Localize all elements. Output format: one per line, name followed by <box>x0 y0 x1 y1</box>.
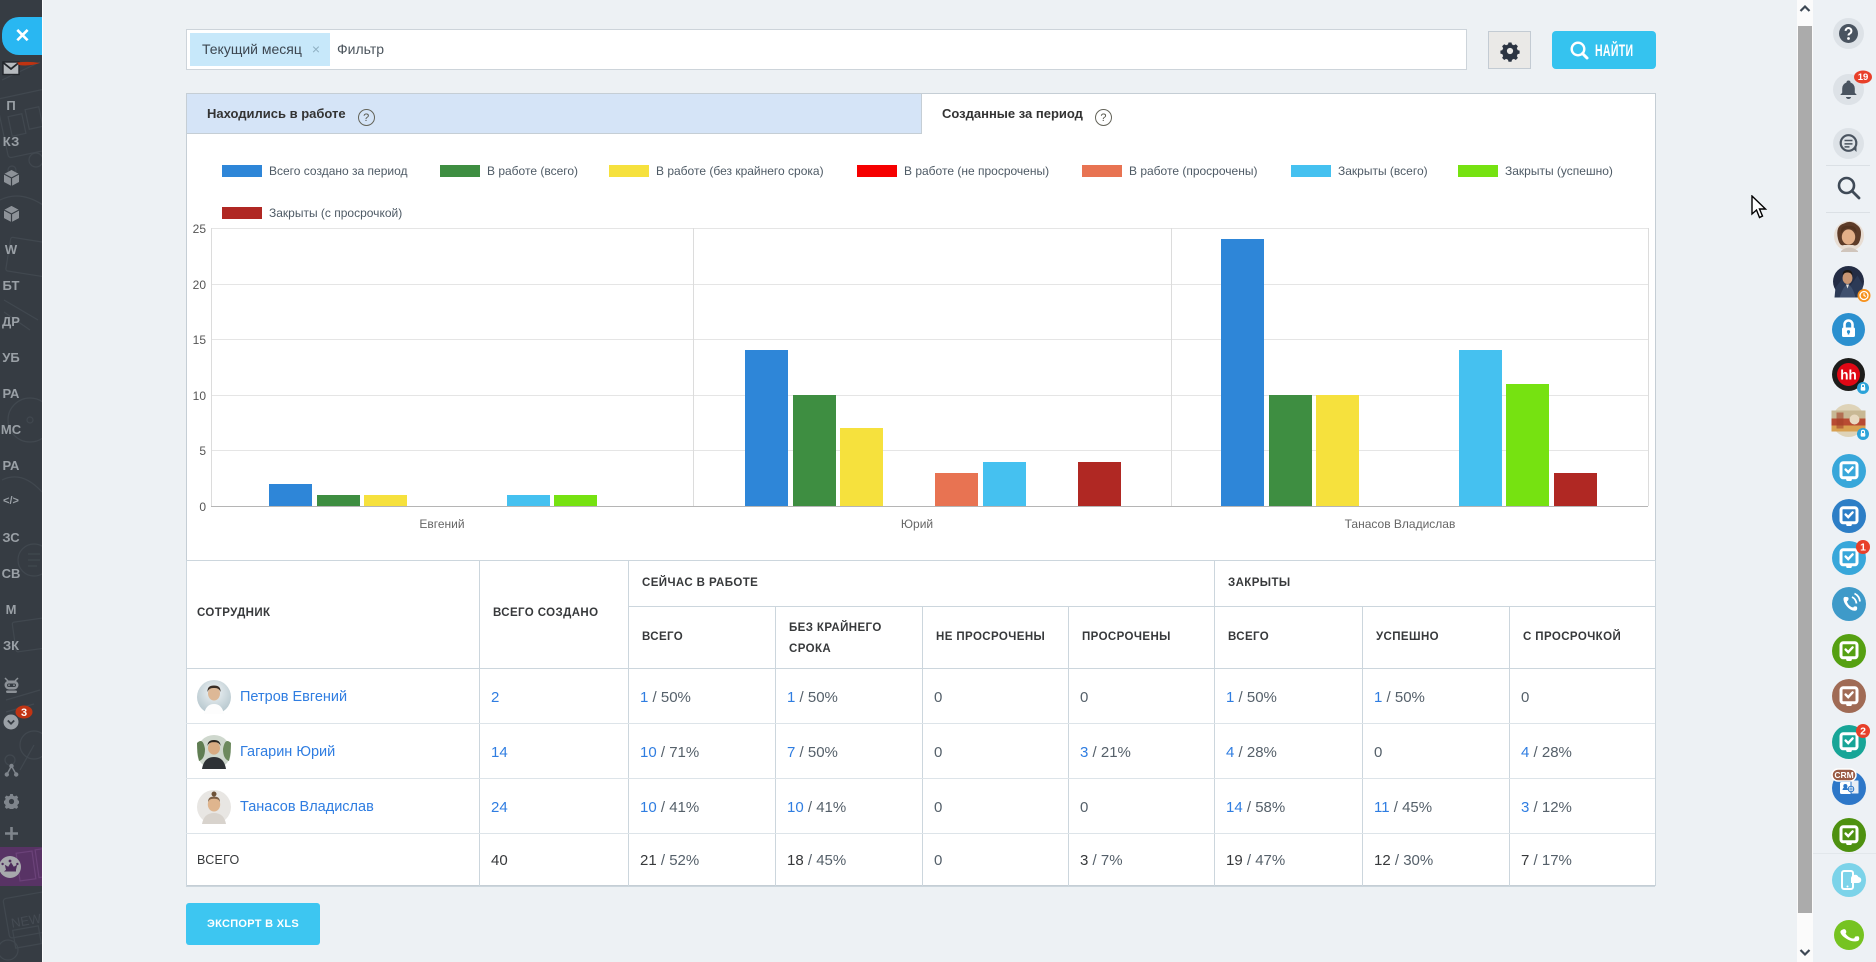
svg-text:CRM: CRM <box>1834 770 1853 780</box>
svg-text:19: 19 <box>1858 72 1869 83</box>
svg-text:2: 2 <box>1860 725 1866 737</box>
svg-text:NEW: NEW <box>10 911 43 931</box>
svg-text:3: 3 <box>21 707 27 719</box>
svg-text:hh: hh <box>1840 367 1857 382</box>
svg-text:1: 1 <box>1860 542 1866 554</box>
